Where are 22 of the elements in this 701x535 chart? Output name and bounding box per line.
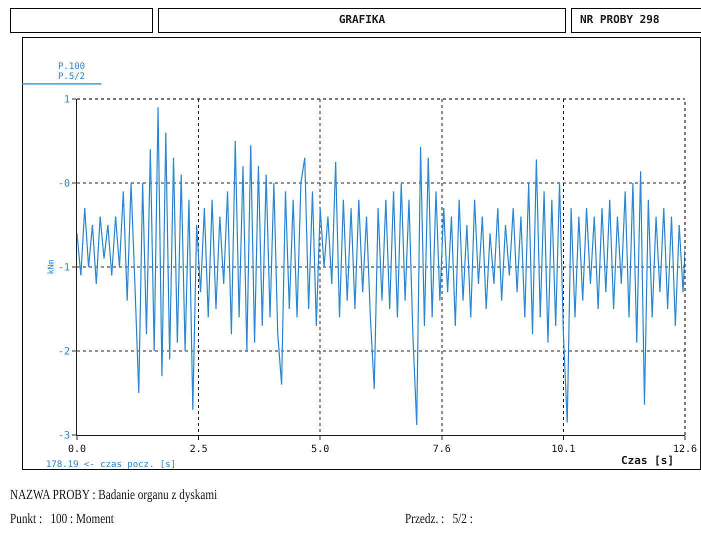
y-tick-label: -1	[58, 262, 70, 274]
x-tick-label: 2.5	[190, 444, 208, 455]
y-tick-label: -2	[58, 346, 70, 358]
chart-subtitle: NR PROBY 298	[571, 8, 701, 33]
x-tick-label: 5.0	[311, 444, 330, 455]
y-tick-label: 1	[64, 94, 70, 106]
y-axis-title: kNm	[46, 260, 56, 274]
chart-title: GRAFIKA	[158, 8, 566, 33]
text: NAZWA PROBY : Badanie organu z dyskami	[10, 488, 218, 504]
y-tick-label: -3	[58, 430, 70, 442]
x-axis-title: Czas [s]	[621, 454, 674, 467]
text: P.100	[58, 62, 86, 72]
y-tick-label: -0	[58, 178, 70, 190]
text: 178.19 <- czas pocz. [s]	[46, 460, 176, 470]
x-tick-label: 10.1	[551, 444, 576, 455]
line-series	[77, 106, 685, 426]
x-tick-label: 0.0	[68, 444, 86, 455]
text: Punkt : 100 : Moment	[10, 512, 114, 528]
x-tick-label: 12.6	[672, 444, 698, 455]
x-tick-label: 7.6	[432, 444, 451, 455]
text: P.5/2	[58, 72, 86, 82]
text: Przedz. : 5/2 :	[405, 512, 473, 528]
